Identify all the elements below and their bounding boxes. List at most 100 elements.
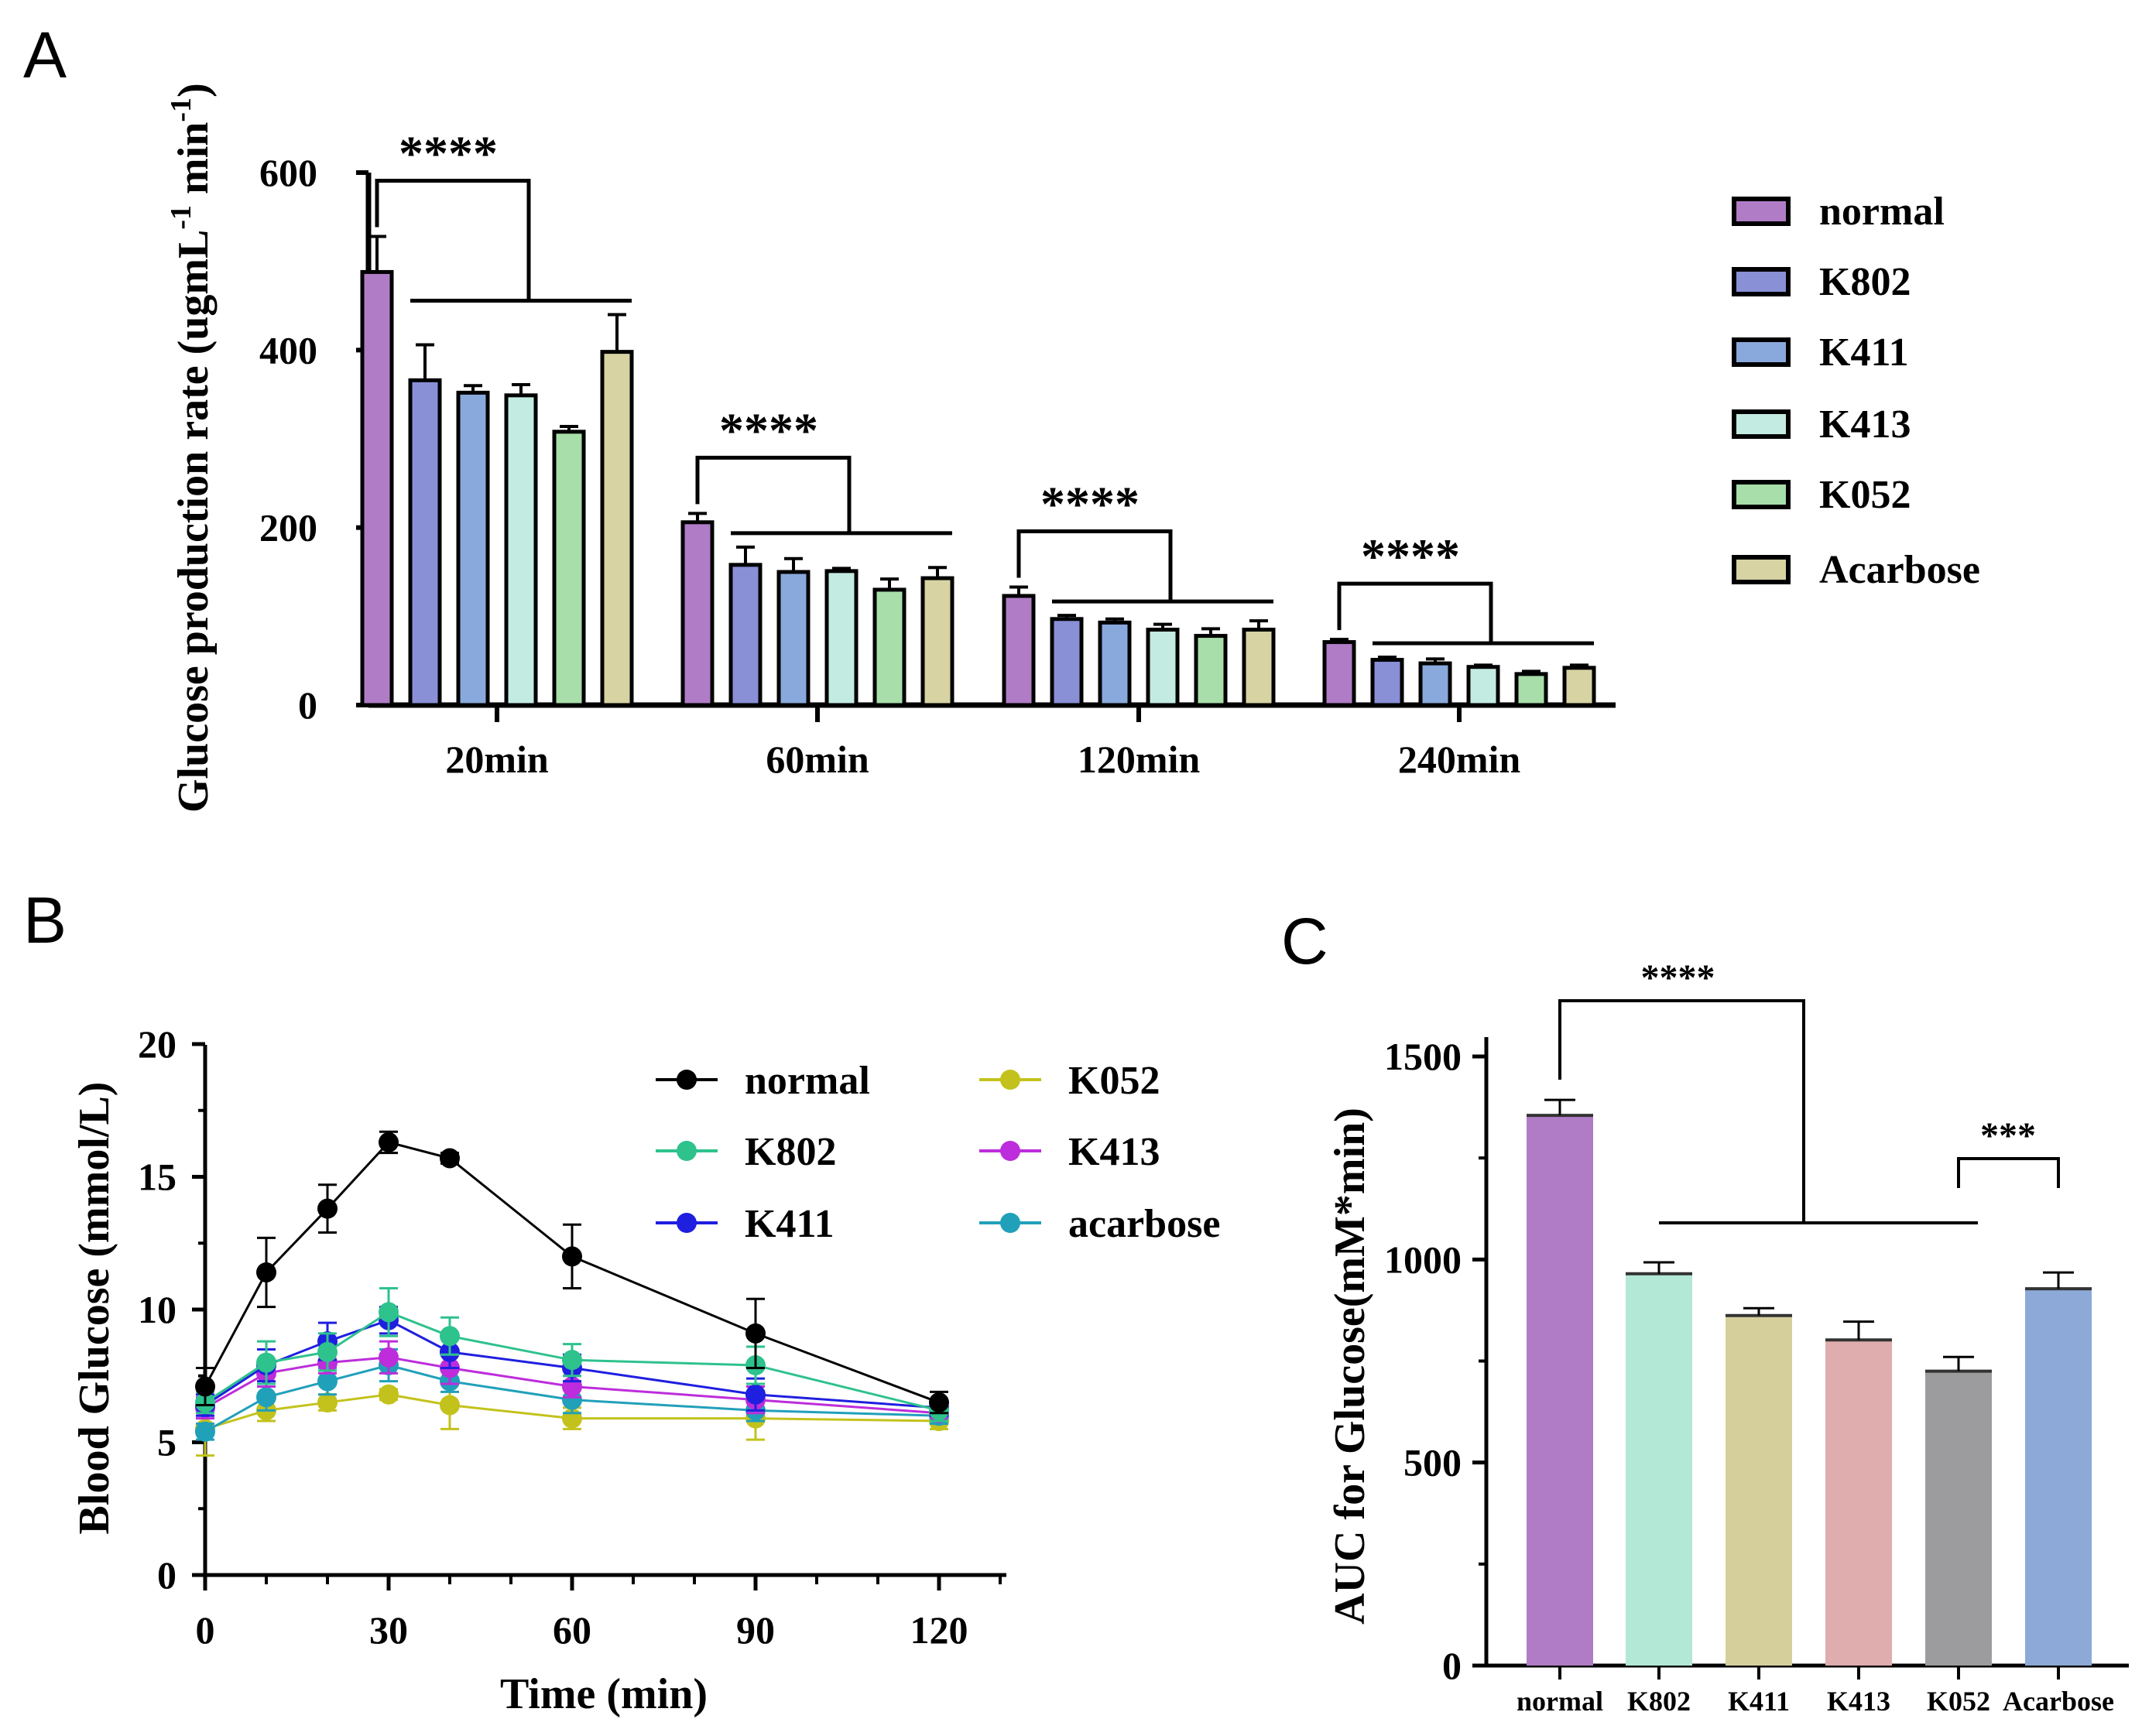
panel-a-bar bbox=[1002, 594, 1036, 707]
panel-a-y-tick-label: 600 bbox=[259, 151, 317, 194]
panel-b-point bbox=[317, 1371, 338, 1392]
panel-b-legend-label: K411 bbox=[745, 1202, 835, 1246]
panel-a-bars bbox=[360, 235, 1596, 707]
panel-c-x-tick-label: K411 bbox=[1728, 1686, 1790, 1717]
panel-b-legend-label: K413 bbox=[1068, 1130, 1160, 1174]
panel-b-legend-label: acarbose bbox=[1068, 1202, 1220, 1246]
panel-a-legend-swatch bbox=[1732, 555, 1791, 584]
panel-b-point bbox=[195, 1421, 215, 1442]
panel-b-x-tick-label: 90 bbox=[736, 1608, 775, 1652]
panel-a-bar bbox=[408, 378, 442, 707]
panel-c-sig-bracket bbox=[1558, 999, 1805, 1223]
panel-b-x-tick-label: 0 bbox=[196, 1608, 215, 1652]
panel-c-x-tick-label: normal bbox=[1517, 1686, 1603, 1717]
panel-a-sig-bracket bbox=[695, 455, 852, 533]
panel-a-bar bbox=[1322, 640, 1356, 707]
panel-a-y-tick-label: 400 bbox=[259, 328, 317, 372]
panel-a-bar bbox=[1466, 665, 1500, 707]
panel-a-sig-bracket bbox=[375, 179, 531, 301]
panel-a-sig-bracket bbox=[1016, 529, 1173, 602]
panel-a-bar bbox=[600, 350, 634, 707]
panel-b-point bbox=[379, 1132, 399, 1152]
panel-b-x-tick-label: 120 bbox=[910, 1608, 968, 1652]
panel-c-bar bbox=[1825, 1340, 1892, 1666]
panel-b-legend-label: K052 bbox=[1068, 1059, 1160, 1103]
panel-c-bar bbox=[1527, 1115, 1593, 1666]
panel-label-a: A bbox=[23, 19, 67, 91]
panel-b-point bbox=[256, 1262, 276, 1282]
panel-b-series-line bbox=[204, 1393, 940, 1430]
panel-c-x-tick-label: K802 bbox=[1627, 1686, 1691, 1717]
panel-b-point bbox=[317, 1392, 338, 1413]
panel-c-y-tick-label: 1500 bbox=[1384, 1035, 1462, 1078]
panel-b-legend-marker bbox=[677, 1213, 697, 1233]
panel-b-point bbox=[379, 1384, 399, 1405]
panel-b-series-line bbox=[204, 1364, 940, 1433]
panel-b-y-tick-label: 15 bbox=[138, 1156, 177, 1199]
panel-b-point bbox=[440, 1326, 460, 1347]
panel-a-legend-label: K802 bbox=[1819, 260, 1911, 304]
panel-c-bar bbox=[1726, 1315, 1792, 1666]
panel-a-legend-label: normal bbox=[1819, 190, 1945, 234]
panel-a-bar bbox=[680, 520, 715, 707]
panel-label-b: B bbox=[23, 884, 67, 957]
panel-a-y-ticks: 0 200 400 600 bbox=[259, 151, 368, 727]
panel-b-point bbox=[256, 1352, 276, 1373]
panel-b-y-title: Blood Glucose (mmol/L) bbox=[70, 1082, 118, 1535]
panel-a-significance: **** **** **** **** bbox=[375, 126, 1594, 645]
panel-a-legend: normal K802 K411 K413 K052 Acarbose bbox=[1732, 190, 1980, 592]
panel-b-legend-marker bbox=[677, 1070, 697, 1090]
panel-c-y-tick-label: 500 bbox=[1403, 1441, 1462, 1484]
panel-a-bar bbox=[1146, 628, 1180, 707]
panel-c-x-tick-label: Acarbose bbox=[2003, 1686, 2114, 1717]
panel-b-y-tick-label: 5 bbox=[157, 1421, 177, 1464]
panel-a-legend-swatch bbox=[1732, 409, 1791, 439]
panel-b-legend-marker bbox=[1000, 1070, 1020, 1090]
panel-a-legend-label: Acarbose bbox=[1819, 548, 1980, 592]
panel-a-legend-swatch bbox=[1732, 480, 1791, 509]
panel-a-bar bbox=[872, 587, 906, 707]
panel-b-ticks: 0 5 10 15 20 0 30 60 90 120 bbox=[138, 1022, 1002, 1652]
panel-b-point bbox=[317, 1198, 338, 1219]
panel-b-legend-marker bbox=[1000, 1213, 1020, 1233]
panel-b-point bbox=[379, 1347, 399, 1368]
panel-c-bar bbox=[1626, 1273, 1692, 1666]
panel-a-x-tick-label: 20min bbox=[445, 738, 549, 781]
panel-b-point bbox=[745, 1384, 766, 1405]
panel-c-bar bbox=[1925, 1371, 1992, 1666]
panel-a-bar bbox=[920, 576, 954, 707]
panel-c-ticks: 0 500 1000 1500 normal K802 K411 K413 K052 Acarbo… bbox=[1384, 1035, 2114, 1717]
panel-c-bar bbox=[2025, 1289, 2092, 1666]
panel-b-series-line bbox=[204, 1356, 940, 1415]
panel-a-sig-label: **** bbox=[399, 126, 498, 181]
panel-a-sig-label: **** bbox=[1040, 476, 1140, 531]
panel-a-bar bbox=[360, 269, 394, 707]
panel-a-bar bbox=[1050, 617, 1084, 707]
panel-b-series-line bbox=[204, 1141, 940, 1404]
panel-b-series bbox=[195, 1130, 949, 1457]
panel-b-legend-marker bbox=[1000, 1141, 1020, 1161]
panel-c-y-tick-label: 0 bbox=[1442, 1644, 1462, 1687]
panel-b-point bbox=[929, 1392, 949, 1413]
panel-label-c: C bbox=[1281, 905, 1328, 978]
panel-b-y-tick-label: 20 bbox=[138, 1022, 177, 1066]
panel-b-point bbox=[256, 1387, 276, 1408]
panel-b-x-title: Time (min) bbox=[500, 1670, 708, 1718]
panel-b-point bbox=[195, 1376, 215, 1397]
panel-a-legend-swatch bbox=[1732, 337, 1791, 367]
panel-a-y-title: Glucose production rate (ugmL-1 min-1) bbox=[165, 83, 218, 813]
panel-a-bar bbox=[824, 569, 859, 707]
panel-a-legend-swatch bbox=[1732, 197, 1791, 226]
panel-a-legend-label: K052 bbox=[1819, 473, 1911, 517]
panel-a-legend-label: K413 bbox=[1819, 402, 1911, 447]
panel-b-point bbox=[562, 1246, 582, 1267]
panel-a-x-ticks: 20min 60min 120min 240min bbox=[445, 705, 1520, 781]
panel-c-y-tick-label: 1000 bbox=[1384, 1238, 1462, 1281]
panel-c-x-tick-label: K052 bbox=[1927, 1686, 1990, 1717]
panel-a-bar bbox=[1514, 672, 1548, 707]
panel-a-legend-label: K411 bbox=[1819, 330, 1909, 375]
panel-b-point bbox=[379, 1302, 399, 1323]
panel-c-significance: ******* bbox=[1558, 957, 2060, 1224]
panel-b-legend-label: normal bbox=[745, 1059, 870, 1103]
